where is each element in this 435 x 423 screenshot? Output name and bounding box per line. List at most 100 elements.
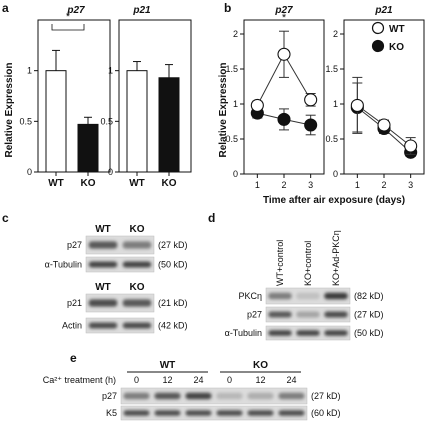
blot-lane-label: KO — [130, 282, 145, 293]
blot-treatment-label: Ca²⁺ treatment (h) — [43, 375, 116, 385]
data-point-wt — [304, 93, 318, 107]
blot-band — [122, 322, 152, 329]
y-tick-label: 2 — [233, 29, 238, 39]
blot-strip — [85, 256, 155, 273]
chart-a-p27-plot: 0 0.5 1 WT KO — [19, 49, 99, 189]
blot-band — [154, 410, 181, 416]
blot-group-label: KO — [253, 360, 268, 371]
chart-b-p27-title: p27 — [274, 5, 293, 16]
y-tick-label: 0.5 — [225, 134, 238, 144]
data-point-wt — [350, 98, 364, 112]
blot-strip — [85, 293, 155, 313]
blot-row-label: PKCη — [238, 291, 262, 301]
blot-row-label: p27 — [247, 310, 262, 320]
legend-label-wt: WT — [389, 24, 405, 35]
blot-band — [278, 410, 305, 416]
x-tick-label: 2 — [381, 180, 386, 190]
data-point-wt — [250, 98, 264, 112]
blot-size-label: (27 kD) — [311, 391, 341, 401]
blot-lane-label: WT — [95, 282, 111, 293]
blot-band — [216, 410, 243, 416]
x-tick-label: 1 — [355, 180, 360, 190]
blot-timepoint-label: 0 — [227, 375, 232, 385]
x-category-label: WT — [48, 178, 64, 189]
panel-label-d: d — [208, 211, 215, 225]
blot-band — [185, 410, 212, 416]
x-tick-label: 1 — [255, 180, 260, 190]
blot-d: WT+control KO+control KO+Ad-PKCη PKCη (82 kD… — [225, 230, 384, 341]
blot-band — [122, 261, 152, 268]
y-tick-label: 2 — [333, 29, 338, 39]
blot-size-label: (21 kD) — [158, 298, 188, 308]
y-tick-label: 0 — [27, 167, 32, 177]
panel-label-e: e — [70, 351, 77, 365]
blot-row-label: p27 — [67, 240, 82, 250]
blot-size-label: (27 kD) — [158, 240, 188, 250]
chart-b-xlabel: Time after air exposure (days) — [263, 195, 405, 206]
blot-lane-label: KO+control — [303, 241, 313, 286]
blot-band — [247, 392, 274, 400]
chart-a-significance: * — [66, 11, 71, 23]
blot-lane-label: KO+Ad-PKCη — [331, 230, 341, 286]
panel-label-c: c — [2, 211, 9, 225]
blot-row-label: p21 — [67, 298, 82, 308]
blot-row-label: p27 — [102, 391, 117, 401]
data-point-wt — [404, 139, 418, 153]
chart-a-p27-frame — [37, 19, 111, 173]
y-tick-label: 1 — [108, 66, 113, 76]
y-tick-label: 1 — [233, 99, 238, 109]
y-tick-label: 0 — [233, 169, 238, 179]
y-tick-label: 1.5 — [225, 64, 238, 74]
y-tick-label: 0.5 — [19, 116, 32, 126]
blot-band — [122, 299, 152, 307]
blot-timepoint-label: 0 — [134, 375, 139, 385]
blot-band — [88, 241, 118, 249]
panel-label-b: b — [224, 1, 231, 15]
blot-c-bottom: WT KO p21 (21 kD) Actin (42 kD) — [62, 282, 188, 334]
blot-timepoint-label: 12 — [162, 375, 172, 385]
blot-row-label: K5 — [106, 408, 117, 418]
bar-ko — [158, 77, 180, 173]
blot-band — [123, 410, 150, 416]
y-tick-label: 0.5 — [100, 116, 113, 126]
blot-band — [268, 311, 292, 318]
blot-row-label: Actin — [62, 321, 82, 331]
data-point-ko — [277, 112, 291, 126]
y-tick-label: 1.5 — [325, 64, 338, 74]
chart-a-p21-frame — [118, 19, 192, 173]
blot-strip — [85, 235, 155, 255]
chart-a-p21-title: p21 — [132, 5, 151, 16]
blot-size-label: (82 kD) — [354, 291, 384, 301]
panel-label-a: a — [2, 1, 9, 15]
chart-a-significance-bracket — [51, 24, 85, 31]
legend-marker-ko — [371, 39, 385, 53]
blot-row-label: α-Tubulin — [45, 260, 82, 270]
legend-marker-wt — [371, 21, 385, 35]
blot-size-label: (50 kD) — [354, 328, 384, 338]
blot-lane-label: KO — [130, 224, 145, 235]
blot-band — [268, 292, 292, 300]
chart-b-significance: * — [282, 12, 287, 24]
x-tick-label: 2 — [281, 180, 286, 190]
blot-band — [296, 311, 320, 318]
blot-timepoint-label: 24 — [286, 375, 296, 385]
blot-strip — [120, 387, 308, 405]
x-tick-label: 3 — [308, 180, 313, 190]
x-tick-label: 3 — [408, 180, 413, 190]
blot-band — [88, 299, 118, 307]
blot-band — [123, 392, 150, 400]
blot-band — [296, 292, 320, 300]
chart-b-p21-title: p21 — [374, 5, 393, 16]
blot-strip — [85, 317, 155, 334]
bar-wt — [126, 70, 148, 173]
blot-band — [268, 330, 292, 336]
bar-ko — [77, 123, 99, 173]
blot-size-label: (50 kD) — [158, 260, 188, 270]
x-category-label: KO — [162, 178, 177, 189]
blot-band — [88, 322, 118, 329]
data-point-wt — [377, 118, 391, 132]
y-tick-label: 0.5 — [325, 134, 338, 144]
blot-band — [324, 330, 348, 336]
y-tick-label: 1 — [27, 66, 32, 76]
